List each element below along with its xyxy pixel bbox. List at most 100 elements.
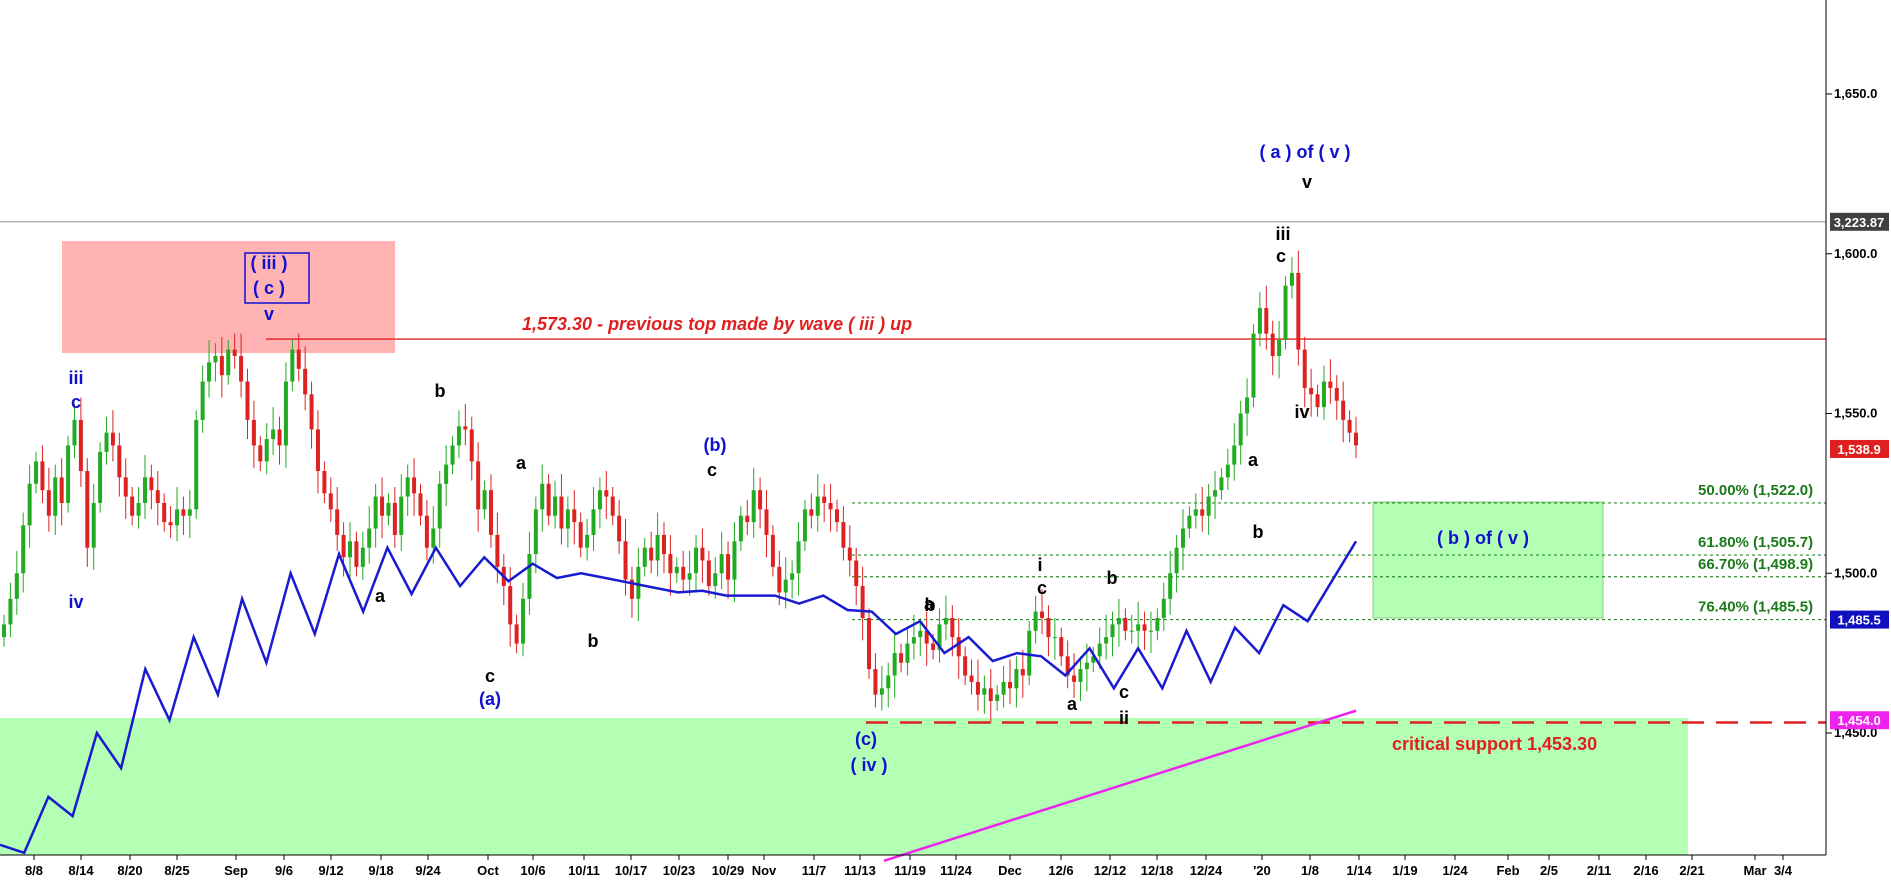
candle-body [187,509,192,516]
x-tick-label: 9/24 [415,863,441,878]
candle-body [1347,419,1352,433]
wave-label: c [707,460,717,480]
candle-body [1161,598,1166,618]
candle-body [399,496,404,535]
candle-body [521,598,526,644]
candle-body [636,566,641,599]
candle-body [1354,432,1358,446]
candle-body [1110,624,1115,638]
candle-body [341,534,346,558]
x-tick-label: 12/24 [1190,863,1223,878]
candle-body [597,490,602,510]
y-tick-label: 1,500.0 [1834,565,1877,580]
candle-body [770,534,775,567]
candle-body [931,643,936,650]
candle-body [488,490,493,535]
candle-body [1334,387,1339,401]
candle-body [661,534,666,555]
support-label: critical support 1,453.30 [1392,734,1597,754]
candle-body [1213,490,1218,497]
candle-body [911,637,916,644]
wave-label: ( c ) [253,278,285,298]
candle-body [431,528,436,548]
candle-body [1251,333,1256,398]
candle-body [367,528,372,548]
wave-label: (a) [479,689,501,709]
candle-body [450,445,455,465]
x-tick-label: 9/18 [368,863,393,878]
wave-label: i [1037,555,1042,575]
wave-label: b [1107,568,1118,588]
candle-body [751,490,756,523]
candle-body [1296,272,1301,350]
candle-body [617,515,622,542]
candle-body [1059,637,1064,657]
candle-body [629,579,634,599]
candle-body [85,471,90,548]
candle-body [53,477,58,516]
candle-body [1302,349,1307,388]
candle-body [1187,515,1192,529]
candle-body [585,534,590,548]
candle-body [674,566,679,574]
candle-body [1078,669,1083,682]
candle-body [1200,509,1205,516]
candle-body [405,477,410,497]
candle-body [495,534,500,567]
candle-body [469,429,474,462]
fib-levels: 50.00% (1,522.0) 61.80% (1,505.7) 66.70% (… [852,482,1826,621]
candle-body [790,573,795,580]
reference-lines [0,221,1826,724]
candle-body [918,630,923,638]
candle-body [232,349,237,356]
candle-body [995,694,1000,702]
candle-body [1104,637,1109,644]
candle-body [668,554,673,574]
candle-body [1245,397,1250,414]
candle-body [713,573,718,587]
moving-averages [0,540,1358,862]
candle-body [46,490,51,516]
candle-body [758,490,763,510]
candle-body [239,355,244,382]
candle-body [322,471,327,494]
wave-label: b [1253,522,1264,542]
candle-body [1270,333,1275,356]
candle-body [1155,617,1160,631]
candle-body [764,509,769,535]
candle-body [809,509,814,516]
candle-body [348,541,353,558]
candle-body [815,496,820,516]
wave-label: v [264,304,274,324]
candle-body [1225,464,1230,478]
wave-label: a [375,586,386,606]
candle-body [110,432,115,446]
candle-body [1341,400,1346,420]
candle-body [905,643,910,663]
candle-body [104,432,109,452]
candle-body [328,493,333,510]
y-tick-label: 1,550.0 [1834,406,1877,421]
candle-body [1257,308,1262,334]
candle-body [1168,573,1173,599]
wave-label: ( iv ) [850,755,887,775]
candle-body [162,502,167,523]
wave-label: a [1067,694,1078,714]
x-tick-label: 8/20 [117,863,142,878]
candle-body [149,477,154,491]
candle-body [290,349,295,382]
candle-body [963,656,968,676]
resistance-label: 1,573.30 - previous top made by wave ( i… [522,314,912,334]
candle-body [732,541,737,580]
candle-body [258,445,263,462]
candle-body [482,490,487,510]
candle-body [841,522,846,548]
wave-label: c [1119,682,1129,702]
candle-body [982,688,987,695]
y-tick-label: 1,600.0 [1834,246,1877,261]
candle-body [591,509,596,535]
candle-body [783,579,788,593]
candle-body [1264,308,1269,334]
